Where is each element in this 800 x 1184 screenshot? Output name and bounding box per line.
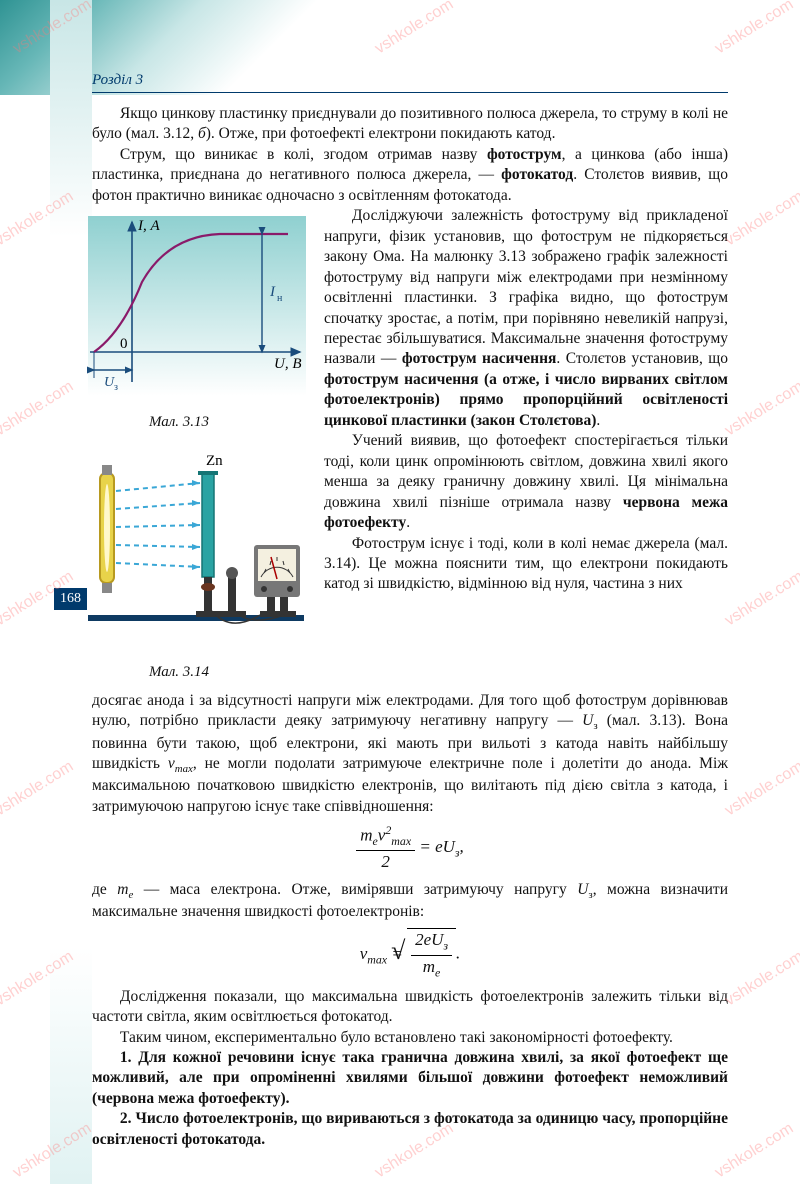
svg-text:U, В: U, В	[274, 356, 302, 372]
svg-text:Zn: Zn	[206, 453, 223, 469]
watermark-text: vshkole.com	[722, 948, 800, 1010]
paragraph: Дослідження показали, що максимальна шви…	[92, 987, 728, 1028]
watermark-text: vshkole.com	[722, 568, 800, 630]
figure-3-14: Zn	[50, 443, 308, 653]
paragraph: Струм, що виникає в колі, згодом отримав…	[92, 145, 728, 206]
body-text: Якщо цинкову пластинку приєднували до по…	[92, 104, 728, 1150]
watermark-text: vshkole.com	[712, 0, 797, 58]
paragraph: досягає анода і за відсутності напруги м…	[92, 691, 728, 818]
paragraph: Якщо цинкову пластинку приєднували до по…	[92, 104, 728, 145]
paragraph: де me — маса електрона. Отже, вимірявши …	[92, 880, 728, 923]
paragraph: 2. Число фотоелектронів, що вириваються …	[92, 1109, 728, 1150]
header-rule	[92, 92, 728, 93]
watermark-text: vshkole.com	[722, 188, 800, 250]
textbook-page: Розділ 3 168 Якщо цинкову пластинку приє…	[0, 0, 800, 1184]
svg-text:н: н	[277, 293, 283, 304]
svg-text:0: 0	[120, 336, 128, 352]
figure-3-13-caption: Мал. 3.13	[50, 413, 308, 433]
equation-2: vmax = 2eUз me .	[92, 928, 728, 980]
paragraph: Таким чином, експериментально було встан…	[92, 1028, 728, 1048]
watermark-text: vshkole.com	[372, 0, 457, 58]
section-header: Розділ 3	[92, 72, 143, 89]
figure-3-13: I н U з I, А U, В 0	[50, 212, 308, 402]
equation-1: mev2max 2 = eUз,	[92, 823, 728, 873]
watermark-text: vshkole.com	[722, 758, 800, 820]
watermark-text: vshkole.com	[722, 378, 800, 440]
paragraph: 1. Для кожної речовини існує така гранич…	[92, 1048, 728, 1109]
figure-3-14-caption: Мал. 3.14	[50, 663, 308, 683]
svg-text:I, А: I, А	[137, 218, 160, 234]
figure-column: I н U з I, А U, В 0 Мал. 3.13	[50, 212, 308, 683]
svg-text:з: з	[114, 382, 118, 393]
page-number: 168	[54, 588, 87, 610]
svg-text:I: I	[269, 284, 276, 300]
